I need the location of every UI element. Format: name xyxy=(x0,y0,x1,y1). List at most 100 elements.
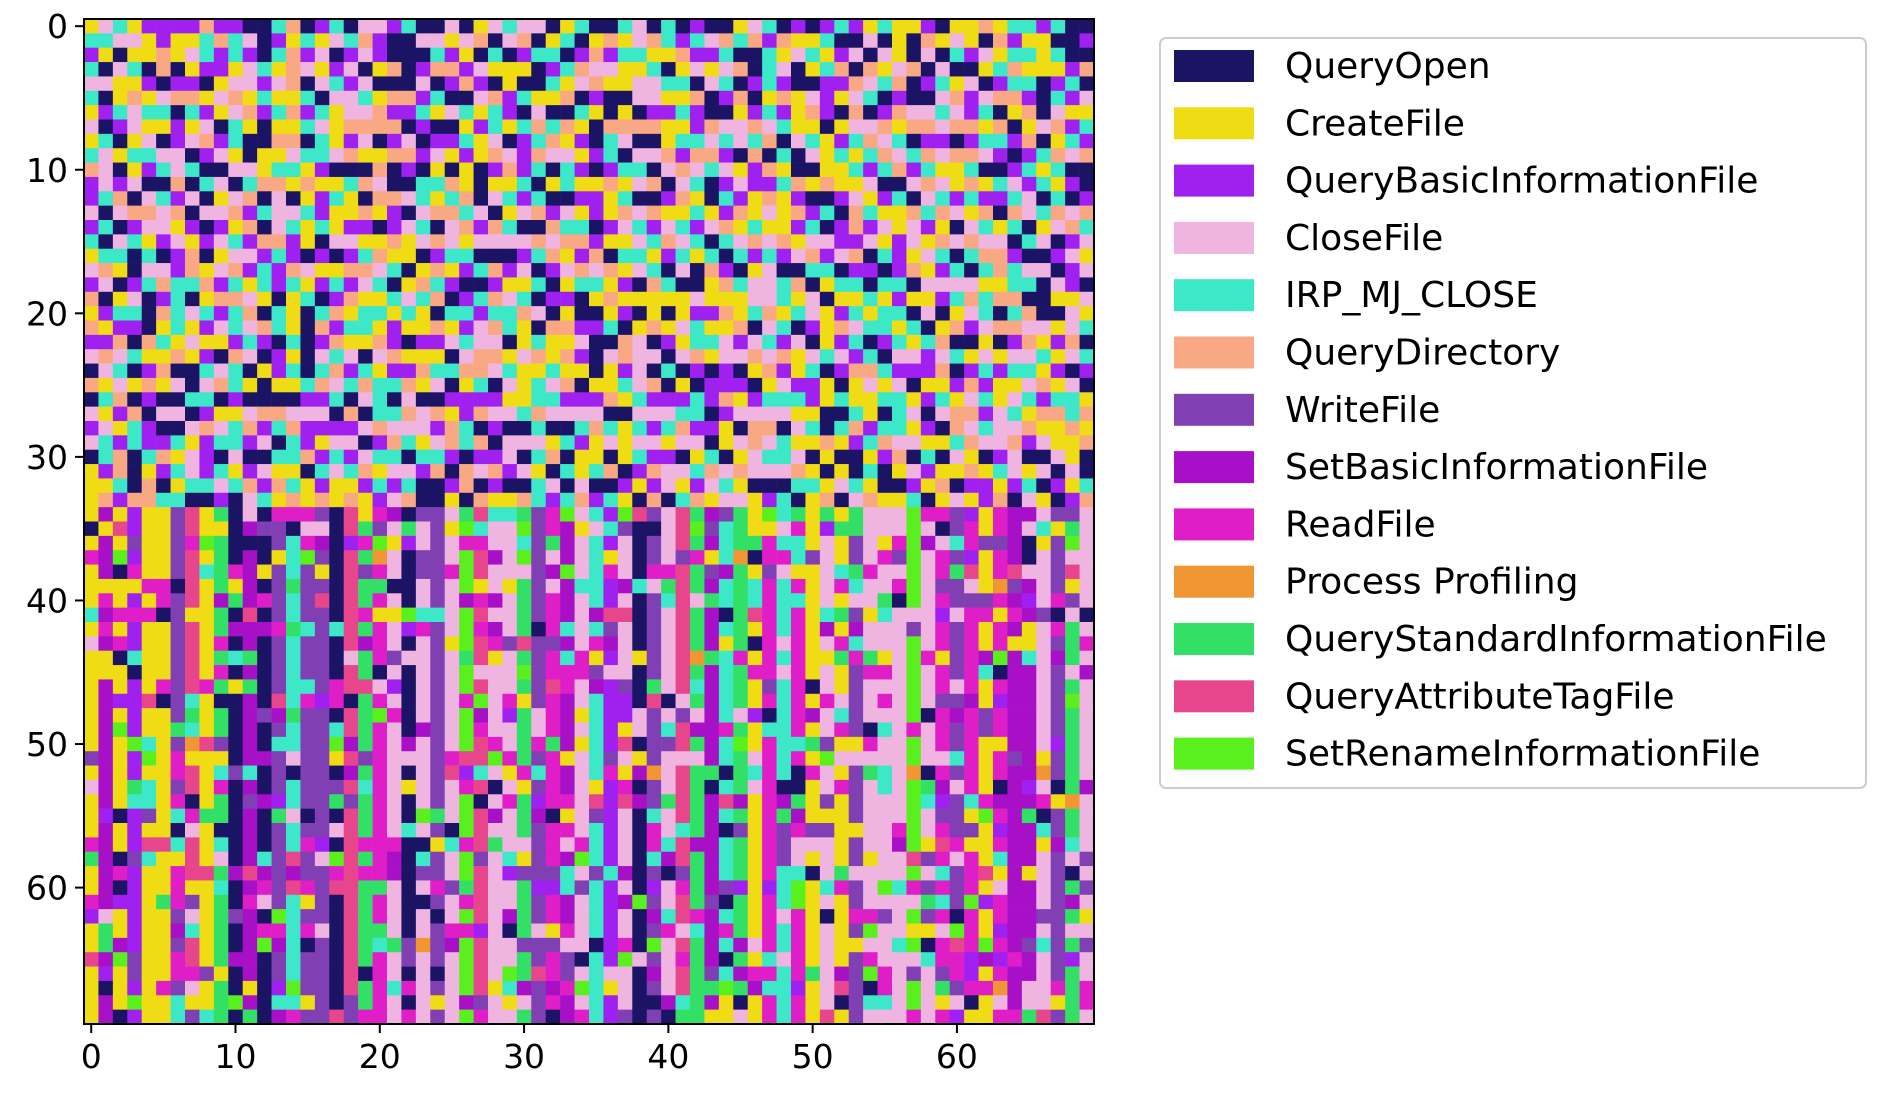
heatmap-cell xyxy=(704,19,720,34)
heatmap-cell xyxy=(358,90,373,106)
heatmap-cell xyxy=(141,234,157,250)
heatmap-cell xyxy=(1036,1009,1052,1025)
heatmap-cell xyxy=(1007,937,1023,953)
heatmap-cell xyxy=(545,162,561,178)
heatmap-cell xyxy=(271,133,287,149)
heatmap-cell xyxy=(387,837,402,853)
heatmap-cell xyxy=(632,765,648,781)
heatmap-cell xyxy=(199,636,215,652)
heatmap-cell xyxy=(993,765,1008,781)
heatmap-cell xyxy=(242,837,258,853)
heatmap-cell xyxy=(964,406,979,422)
heatmap-cell xyxy=(185,105,200,120)
heatmap-cell xyxy=(819,464,835,479)
heatmap-cell xyxy=(877,736,893,752)
heatmap-cell xyxy=(892,880,907,896)
heatmap-cell xyxy=(589,966,604,982)
heatmap-cell xyxy=(617,779,633,795)
heatmap-cell xyxy=(747,751,763,766)
heatmap-cell xyxy=(1079,148,1095,163)
heatmap-cell xyxy=(1007,622,1023,637)
heatmap-cell xyxy=(516,952,532,967)
heatmap-cell xyxy=(459,995,474,1010)
heatmap-cell xyxy=(646,90,662,106)
heatmap-cell xyxy=(978,234,994,250)
heatmap-cell xyxy=(1007,191,1023,206)
heatmap-cell xyxy=(819,521,835,537)
heatmap-cell xyxy=(863,449,878,465)
heatmap-cell xyxy=(127,377,143,393)
heatmap-cell xyxy=(444,708,460,723)
heatmap-cell xyxy=(661,205,676,221)
heatmap-cell xyxy=(675,263,691,278)
heatmap-cell xyxy=(617,248,633,264)
heatmap-cell xyxy=(964,162,979,178)
heatmap-cell xyxy=(127,406,143,422)
heatmap-cell xyxy=(228,665,244,680)
heatmap-cell xyxy=(935,779,951,795)
heatmap-cell xyxy=(444,722,460,738)
heatmap-cell xyxy=(1021,507,1037,522)
heatmap-cell xyxy=(343,248,359,264)
legend-swatch xyxy=(1174,508,1254,541)
heatmap-cell xyxy=(892,923,907,939)
heatmap-cell xyxy=(242,191,258,206)
heatmap-cell xyxy=(646,334,662,350)
heatmap-cell xyxy=(300,406,316,422)
heatmap-cell xyxy=(141,665,157,680)
heatmap-cell xyxy=(1050,148,1066,163)
heatmap-cell xyxy=(978,866,994,881)
heatmap-cell xyxy=(762,349,777,364)
heatmap-cell xyxy=(286,607,301,623)
heatmap-cell xyxy=(228,736,244,752)
heatmap-cell xyxy=(690,176,705,192)
heatmap-cell xyxy=(1007,722,1023,738)
heatmap-cell xyxy=(574,693,590,709)
heatmap-cell xyxy=(863,607,878,623)
heatmap-cell xyxy=(401,176,417,192)
heatmap-cell xyxy=(646,1009,662,1025)
heatmap-cell xyxy=(415,162,431,178)
heatmap-cell xyxy=(560,923,575,939)
heatmap-cell xyxy=(300,593,316,608)
heatmap-cell xyxy=(675,593,691,608)
heatmap-cell xyxy=(1007,306,1023,321)
heatmap-cell xyxy=(257,765,272,781)
heatmap-cell xyxy=(516,966,532,982)
heatmap-cell xyxy=(473,665,489,680)
heatmap-cell xyxy=(819,765,835,781)
heatmap-cell xyxy=(141,751,157,766)
heatmap-cell xyxy=(819,162,835,178)
heatmap-cell xyxy=(1050,176,1066,192)
heatmap-cell xyxy=(372,176,388,192)
heatmap-cell xyxy=(84,248,99,264)
heatmap-cell xyxy=(574,191,590,206)
heatmap-cell xyxy=(170,334,186,350)
heatmap-cell xyxy=(84,105,99,120)
heatmap-cell xyxy=(271,693,287,709)
heatmap-cell xyxy=(401,650,417,666)
heatmap-cell xyxy=(473,392,489,407)
heatmap-cell xyxy=(993,607,1008,623)
heatmap-cell xyxy=(920,349,936,364)
heatmap-cell xyxy=(819,966,835,982)
heatmap-cell xyxy=(863,679,878,695)
heatmap-cell xyxy=(286,421,301,436)
heatmap-cell xyxy=(661,923,676,939)
heatmap-cell xyxy=(1065,349,1080,364)
heatmap-cell xyxy=(1065,277,1080,293)
heatmap-cell xyxy=(242,851,258,867)
heatmap-cell xyxy=(473,564,489,580)
heatmap-cell xyxy=(545,306,561,321)
heatmap-cell xyxy=(112,320,128,336)
heatmap-cell xyxy=(863,148,878,163)
heatmap-cell xyxy=(589,1009,604,1025)
heatmap-cell xyxy=(964,708,979,723)
heatmap-cell xyxy=(430,277,446,293)
heatmap-cell xyxy=(228,277,244,293)
heatmap-cell xyxy=(1079,47,1095,63)
heatmap-cell xyxy=(473,133,489,149)
heatmap-cell xyxy=(589,607,604,623)
heatmap-cell xyxy=(112,205,128,221)
heatmap-cell xyxy=(156,851,171,867)
